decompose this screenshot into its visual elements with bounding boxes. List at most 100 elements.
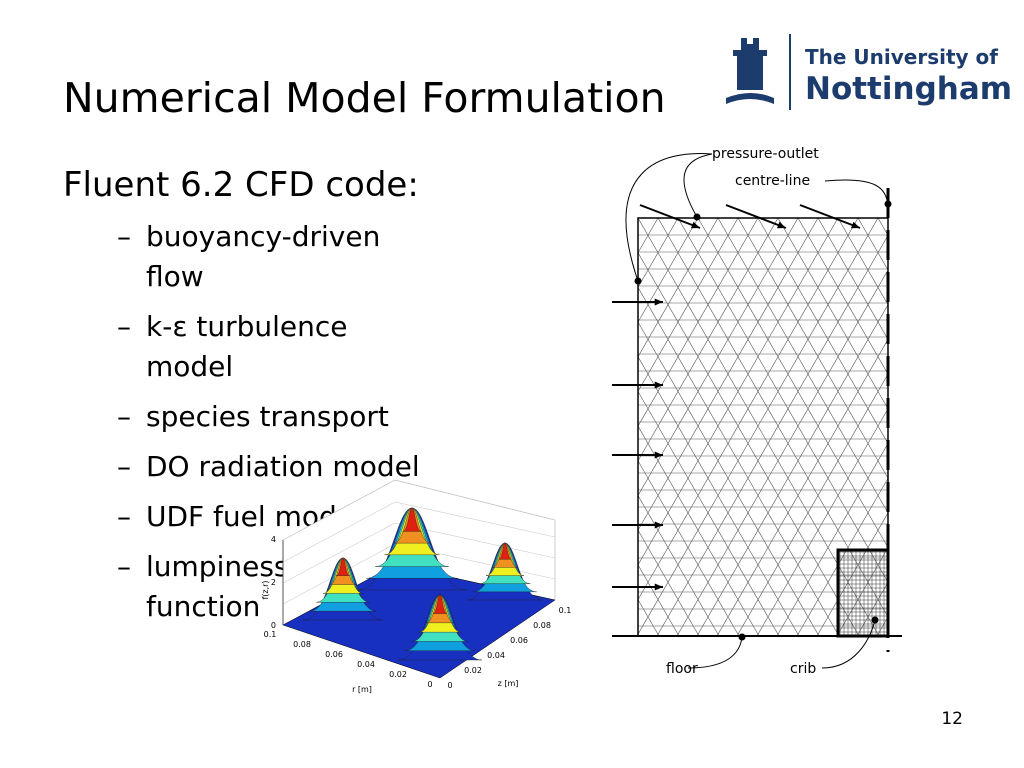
bullet-marker: – <box>117 310 131 343</box>
mesh-line <box>816 512 888 636</box>
bullet-marker: – <box>117 220 131 253</box>
mesh-line <box>997 218 1024 636</box>
arrow <box>799 204 861 229</box>
mesh-line <box>638 218 859 601</box>
tick-label: 0 <box>447 681 452 690</box>
leader <box>625 153 713 282</box>
leader <box>683 153 713 218</box>
bullet-text: model <box>146 350 233 383</box>
tick-label: 0.02 <box>464 666 482 675</box>
mesh-line <box>898 218 1024 636</box>
bullet-text: lumpiness <box>146 550 289 583</box>
mesh-line <box>697 218 888 549</box>
mesh-line <box>958 218 1024 636</box>
surface-band <box>336 557 350 576</box>
mesh-line <box>776 442 888 636</box>
leader-dot <box>738 633 746 641</box>
surface-band <box>402 507 422 532</box>
mesh-line <box>638 218 879 635</box>
arrow <box>639 204 701 229</box>
mesh-line <box>638 218 779 462</box>
bullet-marker: – <box>117 450 131 483</box>
mesh-line <box>756 408 888 636</box>
leader-dot <box>634 277 642 285</box>
leader <box>824 179 889 205</box>
plot-grid <box>282 501 556 563</box>
tick-label: 0.04 <box>357 660 375 669</box>
tick-label: 0.06 <box>325 650 343 659</box>
leader-dot <box>871 616 879 624</box>
bullet-text: species transport <box>146 400 389 433</box>
mesh-line <box>817 218 888 341</box>
mesh-line <box>638 321 820 636</box>
bullet-text: k-ε turbulence <box>146 310 347 343</box>
axis-label: z [m] <box>498 679 519 688</box>
arrow-head <box>654 583 663 591</box>
mesh-line <box>737 218 888 479</box>
surface-band <box>432 594 448 614</box>
arrow-head <box>654 521 663 529</box>
arrow-head <box>654 298 663 306</box>
bullet-marker: – <box>117 400 131 433</box>
mesh-label: pressure-outlet <box>712 146 819 162</box>
mesh-line <box>676 269 888 636</box>
bullet-text: DO radiation model <box>146 450 420 483</box>
mesh-label: floor <box>666 661 698 677</box>
mesh-line <box>638 218 880 636</box>
tick-label: 0.1 <box>559 606 572 615</box>
mesh-line <box>877 218 888 236</box>
mesh-line <box>638 460 740 636</box>
logo-text: Nottingham <box>805 71 1012 107</box>
surface-plot: 0 2 4 f(z,r) 0.1 0.08 0.06 0.04 0.02 0 r [m] 0 0.02 0… <box>261 479 572 694</box>
mesh-line <box>716 338 888 636</box>
tick-label: 4 <box>271 535 276 544</box>
leader-dot <box>693 213 701 221</box>
tick-label: 0 <box>271 621 276 630</box>
mesh-line <box>938 218 1024 636</box>
mesh-line <box>736 373 888 636</box>
tick-label: 0.08 <box>293 640 311 649</box>
mesh-label: crib <box>790 661 816 677</box>
bullet-text: function <box>146 590 260 623</box>
tick-label: 0.08 <box>533 621 551 630</box>
mesh-line <box>638 218 719 358</box>
mesh-line <box>638 286 840 636</box>
mesh-line <box>638 218 839 566</box>
mesh-grid <box>638 218 1024 636</box>
mesh-line <box>638 218 759 427</box>
mesh-line <box>657 218 888 618</box>
mesh-line <box>638 529 700 636</box>
bullet-marker: – <box>117 550 131 583</box>
leader-dot <box>884 200 892 208</box>
mesh-line <box>797 218 888 375</box>
mesh-line <box>837 218 888 306</box>
arrow-head <box>851 221 860 229</box>
mesh-line <box>977 218 1024 636</box>
mesh-line <box>918 218 1024 636</box>
logo: The University of Nottingham <box>726 34 1012 110</box>
tick-label: 0.04 <box>487 651 505 660</box>
mesh-line <box>638 218 699 323</box>
mesh-line <box>1018 218 1024 636</box>
arrow-head <box>777 221 786 229</box>
mesh-line <box>638 356 800 636</box>
tick-label: 0.06 <box>510 636 528 645</box>
arrow-head <box>691 221 700 229</box>
mesh-line <box>638 564 680 636</box>
mesh-line <box>638 494 720 636</box>
mesh-line <box>677 218 888 583</box>
mesh-line <box>638 252 860 636</box>
leader <box>821 619 876 669</box>
mesh-line <box>696 304 888 636</box>
surface-band <box>498 542 512 560</box>
mesh-line <box>836 546 888 636</box>
mesh-line <box>638 218 819 531</box>
axis-label: r [m] <box>352 685 372 694</box>
tick-label: 0.02 <box>389 670 407 679</box>
mesh-line <box>957 218 1024 636</box>
tick-label: 0.1 <box>264 630 277 639</box>
tick-label: 2 <box>271 578 276 587</box>
mesh-line <box>638 390 780 636</box>
arrow-head <box>654 381 663 389</box>
mesh-line <box>796 477 888 636</box>
